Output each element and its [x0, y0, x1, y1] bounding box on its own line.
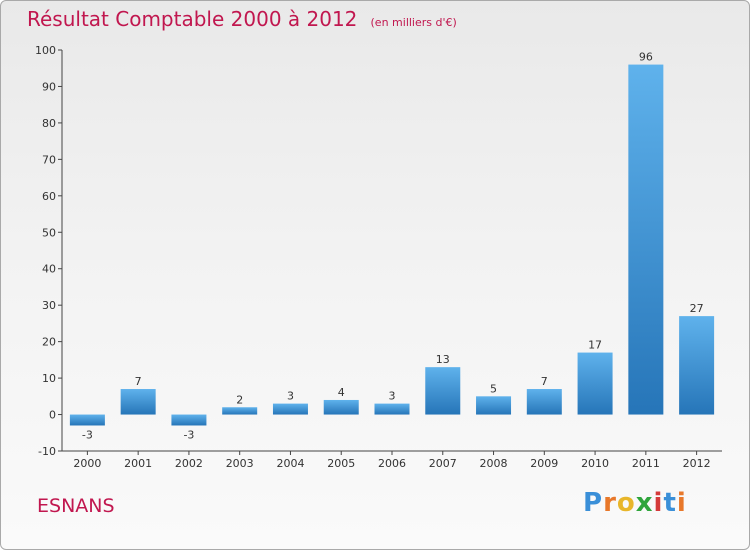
x-tick-label: 2012 [683, 457, 711, 470]
proxiti-logo[interactable]: Proxiti [583, 488, 687, 518]
data-label: 13 [436, 353, 450, 366]
logo-letter: o [616, 488, 636, 518]
x-tick-label: 2010 [581, 457, 609, 470]
y-tick-label: 30 [42, 299, 56, 312]
data-label: 27 [690, 302, 704, 315]
y-tick-label: 20 [42, 336, 56, 349]
logo-letter: x [635, 488, 654, 518]
bar [323, 399, 359, 415]
value-labels: -3 7 -3 2 3 4 3 13 5 7 17 96 27 [82, 51, 704, 442]
bar [272, 403, 308, 415]
axes: -10 0 10 20 30 40 50 60 70 80 90 100 2000 2001 2002 200… [35, 44, 722, 470]
bar [69, 414, 105, 426]
bar [171, 414, 207, 426]
commune-name: ESNANS [37, 495, 115, 517]
bar [577, 352, 613, 415]
data-label: 96 [639, 51, 653, 64]
x-tick-label: 2008 [480, 457, 508, 470]
chart-subtitle: (en milliers d'€) [370, 16, 457, 29]
data-label: -3 [82, 428, 93, 441]
bars [69, 64, 715, 426]
x-tick-label: 2011 [632, 457, 660, 470]
y-tick-label: 70 [42, 153, 56, 166]
bar [425, 367, 461, 415]
y-tick-label: 100 [35, 44, 56, 57]
x-tick-label: 2003 [226, 457, 254, 470]
bar [526, 389, 562, 415]
data-label: 7 [541, 375, 548, 388]
x-tick-label: 2006 [378, 457, 406, 470]
y-tick-label: 0 [49, 409, 56, 422]
bar [476, 396, 512, 415]
data-label: 3 [389, 390, 396, 403]
y-tick-label: 10 [42, 372, 56, 385]
x-tick-label: 2009 [530, 457, 558, 470]
x-tick-label: 2004 [276, 457, 304, 470]
data-label: 3 [287, 390, 294, 403]
title-row: Résultat Comptable 2000 à 2012 (en milli… [27, 7, 457, 31]
y-tick-label: 80 [42, 117, 56, 130]
y-tick-label: 40 [42, 263, 56, 276]
logo-letter: i [653, 488, 664, 518]
data-label: 2 [236, 393, 243, 406]
x-tick-label: 2007 [429, 457, 457, 470]
x-tick-label: 2005 [327, 457, 355, 470]
y-tick-label: 50 [42, 226, 56, 239]
bar [374, 403, 410, 415]
x-tick-label: 2000 [73, 457, 101, 470]
data-label: 5 [490, 382, 497, 395]
logo-letter: P [583, 488, 604, 518]
data-label: -3 [183, 428, 194, 441]
bar [120, 389, 156, 415]
logo-letter: i [676, 488, 687, 518]
data-label: 7 [135, 375, 142, 388]
bar [628, 64, 664, 415]
bar [679, 316, 715, 415]
logo-letter: t [663, 488, 677, 518]
chart-title: Résultat Comptable 2000 à 2012 [27, 7, 358, 31]
bar [222, 407, 258, 415]
data-label: 17 [588, 339, 602, 352]
y-tick-label: 60 [42, 190, 56, 203]
x-tick-label: 2001 [124, 457, 152, 470]
y-tick-label: 90 [42, 80, 56, 93]
y-tick-label: -10 [38, 445, 56, 458]
data-label: 4 [338, 386, 345, 399]
x-tick-label: 2002 [175, 457, 203, 470]
logo-letter: r [603, 488, 617, 518]
